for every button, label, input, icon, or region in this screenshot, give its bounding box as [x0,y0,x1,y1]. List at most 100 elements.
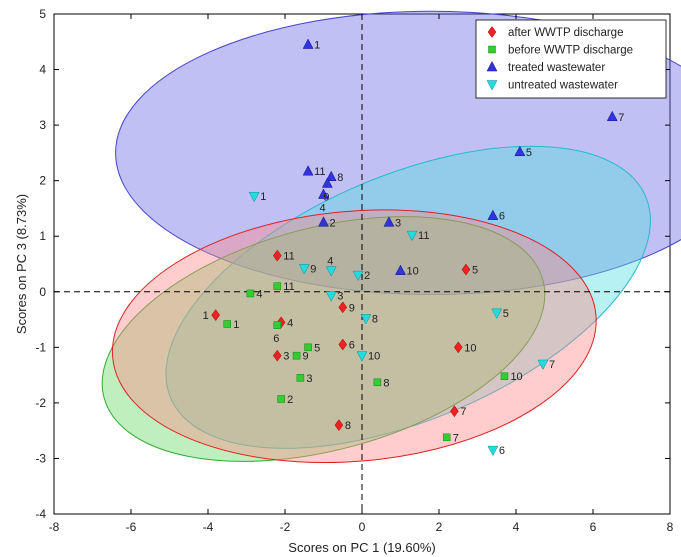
point-label: 5 [314,342,320,354]
legend-marker [486,60,498,72]
point-label: 5 [526,147,532,159]
legend-entry: before WWTP discharge [508,45,633,57]
point-s4-3 [325,291,337,302]
point-label: 6 [349,340,355,352]
point-s1-5 [461,263,471,276]
point-label: 2 [364,270,370,282]
point-label: 11 [283,281,294,293]
legend-entry: untreated wastewater [508,80,618,92]
point-s3-4 [318,188,329,199]
point-s3-8 [325,170,337,182]
point-s3-1 [302,38,314,49]
point-label: 3 [306,373,312,385]
point-s3-3 [383,216,395,227]
point-label: 1 [314,40,320,52]
point-label: 11 [314,166,325,178]
confidence-ellipse-4 [111,209,597,464]
point-label: 5 [503,308,509,320]
x-tick-label: -2 [280,520,291,534]
point-s2-1 [223,320,231,328]
point-label: 3 [337,291,343,303]
point-s4-10 [356,351,368,362]
point-s2-10 [500,372,509,380]
point-s4-11 [406,230,418,242]
point-s4-9 [298,264,310,275]
point-label: 6 [273,333,279,345]
point-s2-4 [246,289,255,298]
y-tick-label: 2 [39,174,46,188]
point-label: 10 [368,351,380,363]
point-label: 1 [260,191,266,203]
point-s1-3 [272,349,282,362]
y-tick-label: 3 [39,118,46,132]
x-tick-label: 8 [667,520,674,534]
point-label: 7 [618,112,624,124]
point-label: 4 [256,288,262,300]
legend-box [475,19,667,99]
point-label: 9 [310,263,316,275]
point-label: 4 [320,203,326,215]
point-label: 7 [453,432,459,444]
y-tick-label: 0 [39,285,46,299]
point-label: 6 [499,445,505,457]
legend-marker [487,26,497,38]
y-tick-label: -2 [35,396,46,410]
point-s2-7 [442,433,451,442]
point-s1-6 [338,338,348,351]
x-tick-label: 6 [590,520,597,534]
y-tick-label: 5 [39,7,46,21]
legend: after WWTP discharge before WWTP discharg… [475,19,667,99]
x-tick-label: -8 [49,520,60,534]
point-s1-10 [453,341,463,354]
point-s1-9 [338,301,348,314]
point-label: 10 [407,266,419,278]
point-s3-10 [395,264,406,275]
point-s4-7 [537,359,549,371]
point-s1-7 [450,405,459,418]
point-label: 8 [337,172,343,184]
point-s1-8 [334,419,344,432]
point-s4-2 [352,270,364,282]
point-label: 2 [330,217,336,229]
y-tick-label: 1 [39,229,46,243]
point-s2-5 [304,343,312,352]
point-label: 11 [418,230,429,242]
legend-marker [488,45,496,54]
point-label: 1 [203,310,209,322]
x-tick-label: 2 [436,520,443,534]
point-label: 3 [283,351,289,363]
point-s4-6 [487,445,499,457]
y-tick-label: -4 [35,507,46,521]
point-s3-2 [318,216,329,227]
point-label: 1 [233,319,239,331]
y-tick-label: 4 [39,63,46,77]
x-tick-label: 4 [513,520,520,534]
point-s3-6 [487,209,499,220]
point-s2-3 [296,374,305,382]
point-label: 8 [372,313,378,325]
point-s2-2 [277,395,285,403]
point-s3-7 [606,110,618,122]
point-s2-6 [273,321,282,329]
reference-lines [54,14,670,514]
y-tick-label: -1 [35,340,46,354]
y-axis-label: Scores on PC 3 (8.73%) [14,194,29,334]
point-label: 8 [383,377,389,389]
point-label: 4 [327,256,333,268]
x-tick-label: -6 [126,520,137,534]
point-s4-1 [248,191,260,203]
point-label: 4 [287,317,293,329]
point-s4-5 [491,308,503,319]
point-s2-9 [292,351,301,360]
legend-entry: after WWTP discharge [508,27,623,39]
legend-marker [486,80,498,91]
point-s2-11 [273,282,282,290]
point-s3-9 [321,177,333,188]
y-tick-label: -3 [35,451,46,465]
x-axis-label: Scores on PC 1 (19.60%) [288,540,435,555]
point-label: 7 [549,359,555,371]
point-s3-11 [302,165,314,176]
point-label: 7 [460,406,466,418]
point-label: 9 [349,302,355,314]
point-s4-8 [360,314,372,325]
